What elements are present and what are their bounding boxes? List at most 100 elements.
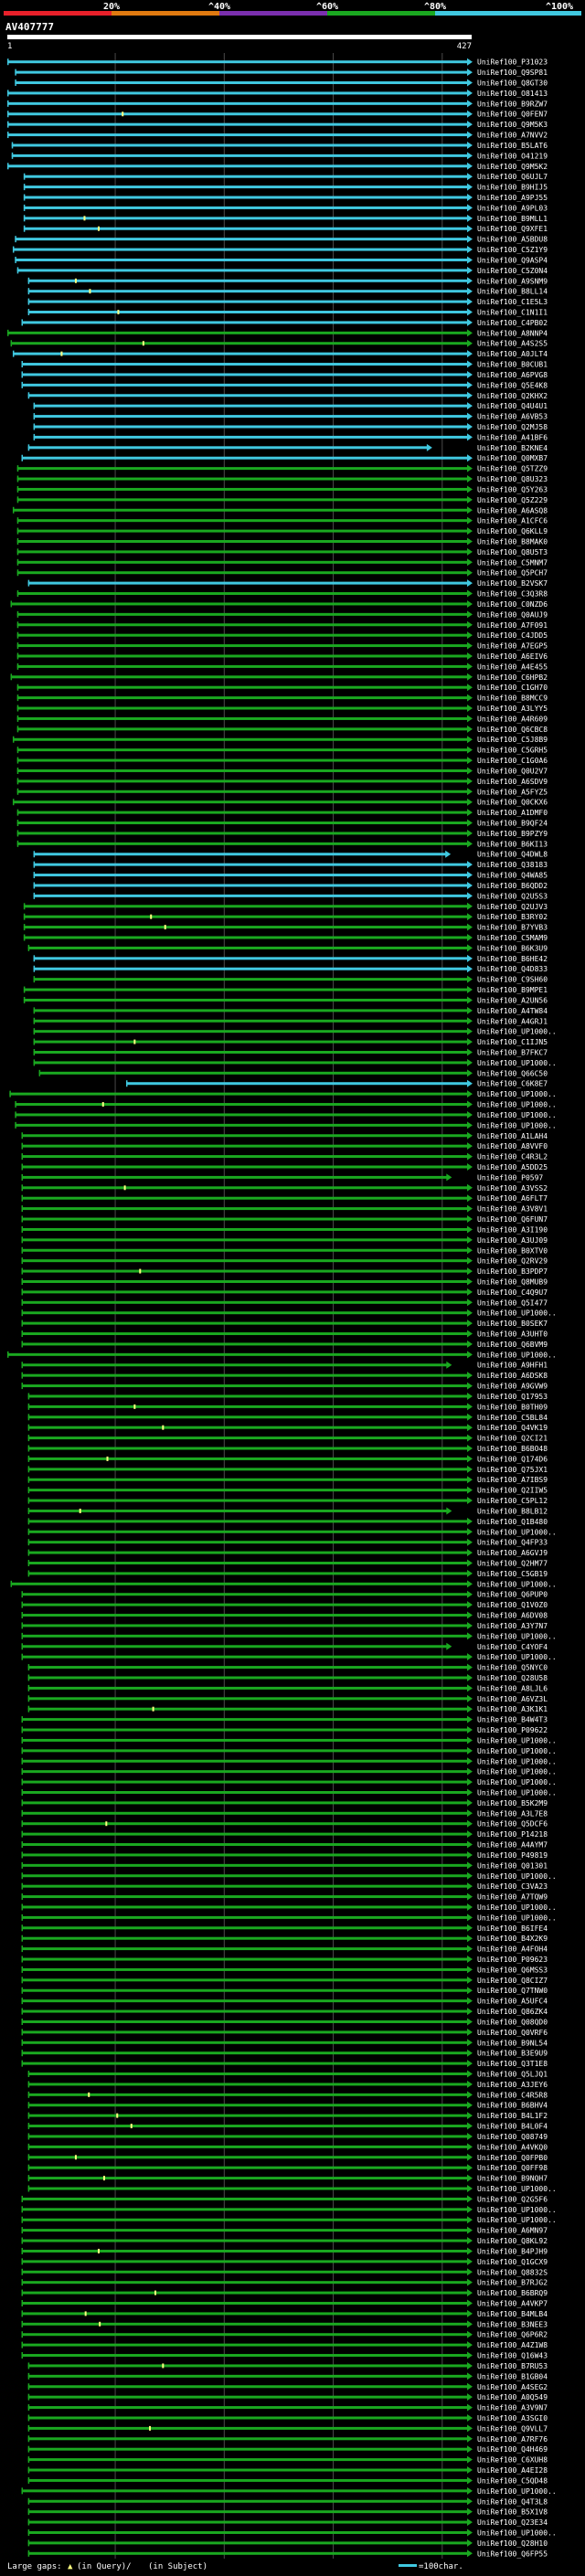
hit-label[interactable]: UniRef100_Q4DWL8: [477, 851, 548, 859]
hit-label[interactable]: UniRef100_A7F091: [477, 621, 548, 630]
hit-bar[interactable]: [16, 758, 470, 762]
hit-label[interactable]: UniRef100_C1E5L3: [477, 298, 548, 306]
hit-label[interactable]: UniRef100_B4L1F2: [477, 2112, 548, 2120]
hit-bar[interactable]: [27, 2530, 469, 2534]
hit-bar[interactable]: [21, 1217, 469, 1221]
hit-label[interactable]: UniRef100_Q2G5F6: [477, 2195, 548, 2203]
hit-bar[interactable]: [33, 978, 469, 981]
hit-bar[interactable]: [21, 1332, 469, 1336]
hit-label[interactable]: UniRef100_B9NQH7: [477, 2175, 548, 2183]
hit-label[interactable]: UniRef100_UP1000..: [477, 1580, 557, 1588]
hit-bar[interactable]: [27, 2437, 469, 2441]
hit-bar[interactable]: [21, 1718, 469, 1722]
hit-label[interactable]: UniRef100_A4SEG2: [477, 2383, 548, 2391]
hit-label[interactable]: UniRef100_B5K2M9: [477, 1799, 548, 1807]
hit-bar[interactable]: [12, 508, 470, 512]
hit-bar[interactable]: [7, 133, 469, 137]
hit-bar[interactable]: [21, 1207, 469, 1211]
hit-label[interactable]: UniRef100_B0CUB1: [477, 361, 548, 369]
hit-label[interactable]: UniRef100_B4W4T3: [477, 1716, 548, 1724]
hit-bar[interactable]: [27, 2520, 469, 2524]
hit-bar[interactable]: [21, 1822, 469, 1826]
hit-bar[interactable]: [27, 2541, 469, 2545]
hit-bar[interactable]: [23, 998, 469, 1002]
hit-label[interactable]: UniRef100_A6VZ3L: [477, 1695, 548, 1703]
hit-bar[interactable]: [23, 186, 469, 189]
hit-label[interactable]: UniRef100_Q2U5S3: [477, 892, 548, 900]
hit-label[interactable]: UniRef100_UP1000..: [477, 1632, 557, 1640]
hit-bar[interactable]: [7, 112, 469, 116]
hit-bar[interactable]: [21, 2333, 469, 2337]
hit-bar[interactable]: [10, 602, 470, 606]
hit-label[interactable]: UniRef100_A5DD25: [477, 1163, 548, 1171]
hit-bar[interactable]: [27, 394, 469, 398]
hit-bar[interactable]: [21, 1373, 469, 1377]
hit-label[interactable]: UniRef100_C5MNM7: [477, 558, 548, 567]
hit-label[interactable]: UniRef100_A4Z1W8: [477, 2341, 548, 2349]
hit-label[interactable]: UniRef100_Q4T3L8: [477, 2497, 548, 2506]
hit-bar[interactable]: [16, 706, 470, 710]
hit-bar[interactable]: [21, 1311, 469, 1315]
hit-bar[interactable]: [21, 321, 469, 324]
hit-bar[interactable]: [21, 2030, 469, 2034]
hit-bar[interactable]: [27, 2406, 469, 2410]
hit-label[interactable]: UniRef100_Q0MXB7: [477, 454, 548, 462]
hit-label[interactable]: UniRef100_A4AYM7: [477, 1841, 548, 1850]
hit-bar[interactable]: [21, 1874, 469, 1878]
hit-bar[interactable]: [21, 1780, 469, 1784]
hit-label[interactable]: UniRef100_B4MLB4: [477, 2310, 548, 2318]
hit-bar[interactable]: [27, 2416, 469, 2420]
hit-bar[interactable]: [21, 1259, 469, 1263]
hit-bar[interactable]: [16, 748, 470, 752]
hit-label[interactable]: UniRef100_A7NVV2: [477, 132, 548, 140]
hit-label[interactable]: UniRef100_B8LL14: [477, 288, 548, 296]
hit-label[interactable]: UniRef100_Q86ZK4: [477, 2008, 548, 2016]
hit-bar[interactable]: [21, 1728, 469, 1732]
hit-bar[interactable]: [15, 258, 470, 261]
hit-bar[interactable]: [10, 342, 470, 345]
hit-bar[interactable]: [16, 790, 470, 793]
hit-label[interactable]: UniRef100_A5FYZ5: [477, 788, 548, 796]
hit-label[interactable]: UniRef100_A4VKQ0: [477, 2143, 548, 2151]
hit-label[interactable]: UniRef100_C1N1I1: [477, 309, 548, 317]
hit-label[interactable]: UniRef100_Q16W43: [477, 2352, 548, 2360]
hit-bar[interactable]: [23, 988, 469, 991]
hit-bar[interactable]: [27, 2395, 469, 2399]
hit-bar[interactable]: [16, 539, 470, 543]
hit-label[interactable]: UniRef100_O41219: [477, 152, 548, 160]
hit-bar[interactable]: [21, 2249, 469, 2253]
hit-bar[interactable]: [21, 1978, 469, 1982]
hit-label[interactable]: UniRef100_Q9M5K3: [477, 121, 548, 129]
hit-label[interactable]: UniRef100_A0Q549: [477, 2393, 548, 2401]
hit-label[interactable]: UniRef100_C5MAM9: [477, 934, 548, 942]
hit-bar[interactable]: [27, 1478, 469, 1481]
hit-bar[interactable]: [21, 1384, 469, 1388]
hit-label[interactable]: UniRef100_O81413: [477, 90, 548, 98]
hit-label[interactable]: UniRef100_Q38183: [477, 861, 548, 869]
hit-label[interactable]: UniRef100_A0JLT4: [477, 350, 548, 358]
hit-bar[interactable]: [21, 1186, 469, 1190]
hit-bar[interactable]: [21, 2197, 469, 2200]
hit-label[interactable]: UniRef100_Q2IIW5: [477, 1487, 548, 1495]
hit-bar[interactable]: [16, 633, 470, 637]
hit-label[interactable]: UniRef100_Q8CIZ7: [477, 1977, 548, 1985]
hit-label[interactable]: UniRef100_B3NEE3: [477, 2320, 548, 2328]
hit-label[interactable]: UniRef100_Q0FPB0: [477, 2154, 548, 2162]
hit-label[interactable]: UniRef100_Q4VK19: [477, 1424, 548, 1432]
hit-bar[interactable]: [21, 2281, 469, 2284]
hit-bar[interactable]: [21, 1999, 469, 2003]
hit-label[interactable]: UniRef100_A3UHT0: [477, 1330, 548, 1339]
hit-bar[interactable]: [27, 1426, 469, 1429]
hit-bar[interactable]: [23, 217, 469, 220]
hit-bar[interactable]: [21, 1738, 469, 1742]
hit-bar[interactable]: [16, 685, 470, 689]
hit-label[interactable]: UniRef100_UP1000..: [477, 1768, 557, 1776]
hit-bar[interactable]: [16, 696, 470, 700]
hit-bar[interactable]: [27, 946, 469, 949]
hit-bar[interactable]: [27, 1468, 469, 1471]
hit-label[interactable]: UniRef100_B9HIJ5: [477, 184, 548, 192]
hit-label[interactable]: UniRef100_B0TH09: [477, 1403, 548, 1411]
hit-bar[interactable]: [21, 1957, 469, 1961]
hit-label[interactable]: UniRef100_A4E455: [477, 663, 548, 671]
hit-bar[interactable]: [7, 331, 469, 334]
